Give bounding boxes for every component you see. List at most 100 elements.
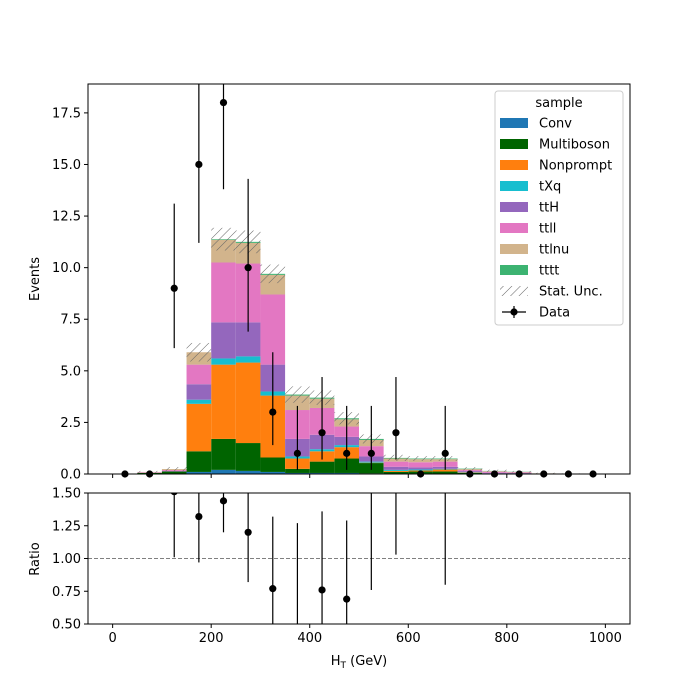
legend-label: ttH [539, 201, 559, 216]
bar-multiboson-bin-7 [285, 468, 310, 473]
y-tick-label: 12.5 [52, 210, 81, 225]
bar-txq-bin-11 [383, 469, 409, 471]
bar-tth-bin-3 [186, 384, 212, 400]
data-point-13 [441, 449, 449, 457]
data-point-7 [293, 449, 302, 457]
x-tick-label: 800 [494, 631, 519, 646]
bar-ttll-bin-12 [408, 462, 433, 468]
bar-conv-bin-9 [334, 472, 359, 474]
bar-tth-bin-4 [211, 322, 236, 359]
main-x-axis [112, 474, 606, 478]
bar-multiboson-bin-5 [235, 443, 261, 471]
y-tick-label: 5.0 [60, 364, 81, 379]
legend-swatch [500, 244, 528, 254]
bar-multiboson-bin-2 [161, 471, 187, 474]
stat-unc-bin-4 [211, 227, 236, 251]
ratio-points [170, 391, 449, 624]
legend-label: tXq [539, 180, 561, 195]
y-tick-label: 2.5 [60, 416, 81, 431]
bar-conv-bin-6 [260, 471, 286, 474]
bar-nonprompt-bin-5 [235, 362, 261, 444]
main-y-axis: 0.0 2.5 5.0 7.5 10.0 12.5 15.0 17.5 [52, 106, 88, 483]
ratio-y-tick-label: 1.25 [52, 519, 81, 534]
legend-label: Multiboson [539, 138, 610, 153]
legend-swatch [500, 118, 528, 128]
ratio-plot-panel: 0.50 0.75 1.00 1.25 1.50 0 200 400 600 800 1000 R… [28, 391, 631, 671]
stat-unc-bin-2 [161, 466, 187, 472]
legend-swatch [500, 139, 528, 149]
legend-label: Conv [539, 117, 572, 132]
bar-conv-bin-3 [186, 471, 212, 474]
legend-label: Data [539, 306, 570, 321]
y-tick-label: 10.0 [52, 261, 81, 276]
legend-label: Nonprompt [539, 159, 612, 174]
bar-multiboson-bin-6 [260, 457, 286, 472]
ratio-y-axis: 0.50 0.75 1.00 1.25 1.50 [52, 487, 88, 633]
ratio-point-10 [442, 391, 449, 398]
legend-swatch [500, 202, 528, 212]
bar-conv-bin-8 [309, 472, 335, 474]
bar-txq-bin-12 [408, 469, 433, 471]
main-plot-panel: 0.0 2.5 5.0 7.5 10.0 12.5 15.0 17.5 Events samp… [28, 83, 631, 483]
bar-conv-bin-5 [235, 470, 261, 474]
bar-txq-bin-3 [186, 399, 212, 404]
legend-marker-dot [510, 308, 518, 316]
data-point-9 [343, 449, 351, 457]
bar-nonprompt-bin-11 [383, 470, 409, 472]
x-tick-label: 1000 [589, 631, 622, 646]
data-point-3 [195, 160, 203, 169]
stat-unc-bin-14 [457, 466, 483, 471]
bar-txq-bin-5 [235, 356, 261, 363]
y-tick-label: 17.5 [52, 106, 81, 121]
x-tick-label: 200 [199, 631, 224, 646]
stat-unc-bin-3 [186, 342, 212, 362]
legend-entry-conv: Conv [500, 117, 572, 132]
bar-multiboson-bin-3 [186, 451, 212, 472]
ratio-y-tick-label: 1.00 [52, 552, 81, 567]
legend-swatch [500, 286, 528, 296]
bar-multiboson-bin-8 [309, 461, 335, 473]
data-point-2 [170, 284, 178, 292]
data-point-11 [392, 429, 400, 437]
ratio-y-tick-label: 0.75 [52, 585, 81, 600]
stat-unc-bin-6 [260, 264, 286, 284]
y-tick-label: 0.0 [60, 468, 81, 483]
bar-conv-bin-7 [285, 472, 310, 474]
legend-label: Stat. Unc. [539, 285, 603, 300]
legend-entry-tth: ttH [500, 201, 559, 216]
stat-unc-bin-12 [408, 456, 433, 461]
legend-entries: Conv Multiboson Nonprompt tXq ttH ttll ttlnu tt… [500, 117, 612, 321]
bar-multiboson-bin-4 [211, 438, 236, 470]
data-point-5 [244, 264, 252, 272]
ratio-y-tick-label: 0.50 [52, 618, 81, 633]
data-point-10 [367, 449, 375, 457]
ratio-point-1 [195, 512, 203, 521]
x-tick-label: 400 [297, 631, 322, 646]
legend: sample Conv Multiboson Nonprompt tXq ttH ttll… [494, 90, 624, 326]
legend-entry-stat-unc-: Stat. Unc. [500, 285, 603, 300]
legend-entry-txq: tXq [500, 180, 561, 195]
legend-entry-multiboson: Multiboson [500, 138, 610, 153]
bar-ttll-bin-3 [186, 364, 212, 385]
legend-entry-ttll: ttll [500, 222, 556, 237]
bar-multiboson-bin-13 [432, 471, 458, 474]
bar-ttll-bin-4 [211, 262, 236, 323]
stat-unc-bin-7 [285, 386, 310, 403]
x-tick-label: 0 [108, 631, 116, 646]
ratio-point-0 [170, 493, 178, 496]
ratio-y-axis-label: Ratio [28, 542, 43, 575]
ratio-point-4 [269, 585, 277, 593]
ratio-point-7 [343, 595, 351, 603]
legend-title: sample [535, 96, 582, 111]
ratio-point-6 [318, 586, 326, 594]
bar-nonprompt-bin-3 [186, 403, 212, 452]
bar-txq-bin-4 [211, 358, 236, 365]
bar-tth-bin-11 [383, 466, 409, 470]
ratio-point-2 [219, 497, 228, 505]
legend-entry-data: Data [502, 306, 570, 321]
ratio-point-3 [244, 528, 252, 536]
legend-entry-tttt: tttt [500, 264, 559, 279]
main-y-axis-label: Events [28, 257, 43, 301]
bar-tth-bin-12 [408, 467, 433, 470]
